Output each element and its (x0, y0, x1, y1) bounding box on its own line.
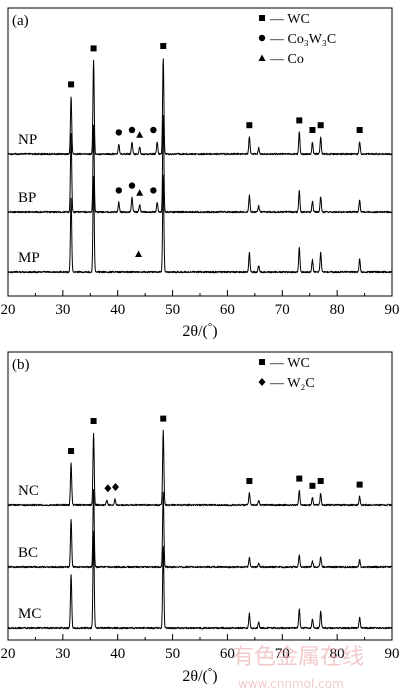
x-tick-label: 20 (1, 646, 16, 662)
x-tick-label: 30 (55, 646, 70, 662)
legend-marker-circle (258, 34, 266, 42)
peak-marker-square (356, 127, 363, 133)
x-tick-label: 40 (110, 646, 125, 662)
peak-marker-square (68, 448, 75, 454)
peak-marker-circle (115, 129, 123, 136)
legend-entry: — Co (269, 52, 304, 67)
peak-marker-circle (150, 187, 157, 194)
legend-entry: — Co₃W₃C (269, 32, 336, 47)
x-tick-label: 80 (330, 302, 345, 318)
peak-marker-square (309, 127, 316, 133)
plot-frame (7, 7, 393, 297)
x-tick-label: 90 (385, 302, 400, 318)
peak-marker-square (160, 43, 167, 49)
peak-marker-triangle (136, 131, 144, 138)
peak-marker-square (296, 117, 303, 124)
peak-marker-square (160, 415, 167, 422)
sample-label: BC (18, 545, 38, 561)
watermark: 有色金属在线 www.cnnmol.com (232, 645, 364, 691)
panel-label: (a) (12, 13, 29, 29)
legend-entry: — WC (269, 12, 310, 27)
legend-marker-square (259, 359, 265, 365)
peak-marker-square (246, 122, 253, 129)
peak-marker-circle (150, 126, 157, 134)
xrd-pattern-nc (7, 429, 393, 507)
sample-label: BP (18, 190, 36, 206)
peak-marker-square (356, 481, 363, 488)
legend-entry: — W₂C (269, 376, 315, 391)
peak-marker-square (246, 478, 253, 484)
x-axis-title: 2θ/(°) (182, 666, 217, 685)
sample-label: NP (18, 132, 37, 148)
peak-marker-circle (128, 126, 136, 134)
plot-frame (7, 351, 393, 641)
sample-label: MP (18, 250, 40, 266)
peak-marker-triangle (136, 189, 144, 196)
legend-marker-diamond (258, 378, 266, 386)
legend-marker-square (259, 15, 265, 21)
x-tick-label: 70 (275, 646, 290, 662)
x-tick-label: 60 (220, 302, 235, 318)
xrd-pattern-bp (7, 114, 393, 214)
sample-label: MC (18, 606, 41, 622)
x-tick-label: 50 (165, 302, 180, 318)
x-tick-label: 90 (385, 646, 400, 662)
x-tick-label: 80 (330, 646, 345, 662)
xrd-pattern-bc (7, 488, 393, 569)
peak-marker-circle (128, 182, 136, 189)
x-axis-title: 2θ/(°) (182, 321, 217, 340)
xrd-pattern-mp (7, 174, 393, 274)
peak-marker-square (90, 418, 97, 424)
x-tick-label: 20 (1, 302, 16, 318)
x-tick-label: 60 (220, 646, 235, 662)
legend-entry: — WC (269, 356, 310, 371)
xrd-pattern-mc (7, 530, 393, 630)
xrd-pattern-np (7, 58, 393, 156)
x-tick-label: 70 (275, 302, 290, 318)
panel-a: (a) 20 30 40 50 60 70 80 90 2θ/(°) — WC — Co₃W₃C — C… (1, 7, 400, 340)
peak-marker-square (68, 81, 75, 88)
watermark-line1: 有色金属在线 (232, 645, 364, 670)
peak-marker-diamond (104, 484, 112, 493)
legend-marker-triangle (258, 54, 266, 61)
peak-marker-circle (115, 187, 123, 194)
x-tick-label: 50 (165, 646, 180, 662)
peak-marker-square (309, 482, 316, 489)
peak-marker-square (317, 478, 324, 484)
panel-b: (b) 20 30 40 50 60 70 80 90 2θ/(°) — WC — W₂C NC BC MC (1, 351, 400, 685)
sample-label: NC (18, 483, 39, 499)
panel-label: (b) (12, 357, 30, 373)
x-tick-label: 40 (110, 302, 125, 318)
peak-marker-square (317, 122, 324, 129)
peak-marker-diamond (112, 483, 120, 491)
watermark-line2: www.cnnmol.com (238, 677, 344, 691)
peak-marker-square (296, 475, 303, 482)
peak-marker-triangle (135, 250, 143, 257)
peak-marker-square (90, 45, 97, 52)
x-tick-label: 30 (55, 302, 70, 318)
